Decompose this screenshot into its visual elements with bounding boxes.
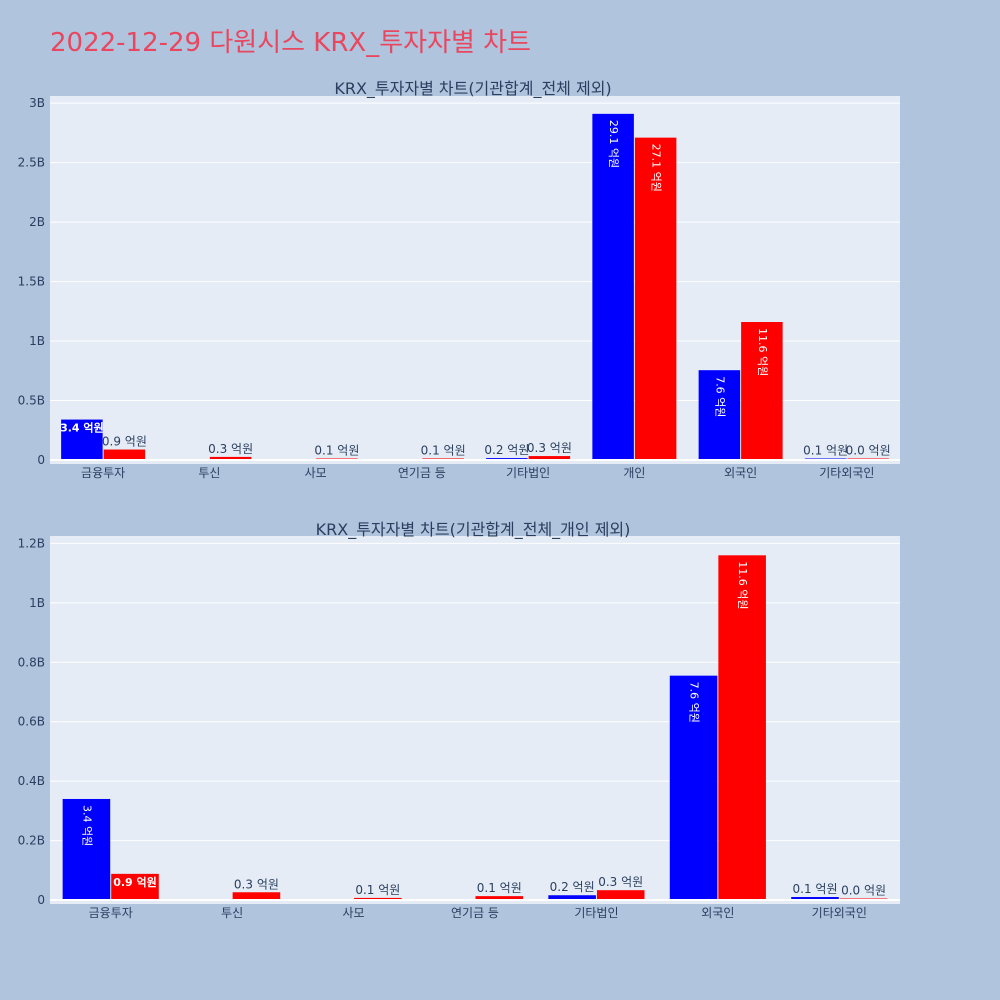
bar-label: 11.6 억원 bbox=[756, 328, 769, 376]
x-tick-label: 개인 bbox=[623, 466, 645, 480]
bar-label: 7.6 억원 bbox=[688, 682, 701, 723]
x-tick-label: 외국인 bbox=[701, 906, 734, 920]
x-tick-label: 기타법인 bbox=[574, 906, 618, 920]
x-tick-label: 연기금 등 bbox=[451, 906, 499, 920]
y-tick-label: 3B bbox=[29, 96, 45, 110]
bar-label: 0.1 억원 bbox=[355, 883, 400, 897]
y-tick-label: 0.4B bbox=[18, 774, 45, 788]
bar-label: 0.1 억원 bbox=[477, 881, 522, 895]
bar-label: 0.9 억원 bbox=[102, 435, 147, 449]
x-tick-label: 기타외국인 bbox=[812, 906, 867, 920]
bar bbox=[111, 873, 159, 900]
x-tick-label: 기타외국인 bbox=[819, 466, 874, 480]
bar bbox=[548, 895, 596, 900]
bar-label: 29.1 억원 bbox=[607, 120, 620, 168]
chart-2: KRX_투자자별 차트(기관합계_전체_개인 제외) 0 0.2B 0.4B 0.6B 0… bbox=[18, 520, 900, 920]
bar bbox=[61, 419, 103, 460]
plot-area bbox=[50, 536, 900, 904]
bar-label: 0.3 억원 bbox=[598, 875, 643, 889]
y-tick-label: 0.5B bbox=[18, 394, 45, 408]
bar-label: 3.4 억원 bbox=[60, 421, 104, 435]
y-tick-label: 0 bbox=[37, 893, 45, 907]
y-tick-label: 1B bbox=[29, 596, 45, 610]
bar-label: 27.1 억원 bbox=[650, 144, 663, 192]
bar-label: 0.3 억원 bbox=[208, 442, 253, 456]
y-tick-label: 0.6B bbox=[18, 715, 45, 729]
bar bbox=[634, 137, 677, 461]
bar-label: 0.3 억원 bbox=[234, 877, 279, 891]
chart-1: KRX_투자자별 차트(기관합계_전체 제외) 0 0.5B 1B 1.5B 2B 2.5B… bbox=[18, 79, 900, 480]
page-title: 2022-12-29 다원시스 KRX_투자자별 차트 bbox=[50, 28, 532, 58]
bar bbox=[475, 896, 524, 900]
x-tick-label: 투신 bbox=[198, 466, 220, 480]
x-tick-label: 금융투자 bbox=[89, 906, 133, 920]
bar bbox=[209, 456, 252, 460]
chart-title: KRX_투자자별 차트(기관합계_전체_개인 제외) bbox=[316, 520, 631, 540]
bar-label: 11.6 억원 bbox=[736, 561, 749, 609]
x-tick-label: 외국인 bbox=[724, 466, 757, 480]
x-tick-label: 사모 bbox=[343, 906, 365, 920]
bar-label: 0.1 억원 bbox=[421, 443, 466, 457]
bar bbox=[596, 890, 645, 900]
bar-label: 3.4 억원 bbox=[80, 805, 93, 846]
bar bbox=[741, 322, 783, 460]
bar-label: 0.1 억원 bbox=[314, 444, 359, 458]
y-tick-label: 0 bbox=[37, 453, 45, 467]
bar-label: 0.9 억원 bbox=[113, 875, 157, 889]
bar-label: 0.1 억원 bbox=[803, 444, 848, 458]
x-tick-label: 기타법인 bbox=[506, 466, 550, 480]
bar bbox=[669, 675, 718, 900]
bar-label: 0.1 억원 bbox=[793, 882, 838, 896]
x-tick-label: 사모 bbox=[305, 466, 327, 480]
bar bbox=[103, 449, 146, 460]
bar bbox=[592, 113, 634, 460]
y-tick-label: 2B bbox=[29, 215, 45, 229]
bar-label: 0.0 억원 bbox=[841, 884, 886, 898]
bar-label: 0.3 억원 bbox=[527, 441, 572, 455]
x-tick-label: 투신 bbox=[221, 906, 243, 920]
y-tick-label: 0.8B bbox=[18, 655, 45, 669]
bar-label: 7.6 억원 bbox=[713, 376, 726, 417]
bar bbox=[232, 892, 281, 900]
bar-label: 0.2 억원 bbox=[550, 880, 595, 894]
bar-label: 0.0 억원 bbox=[846, 444, 891, 458]
chart-title: KRX_투자자별 차트(기관합계_전체 제외) bbox=[334, 79, 611, 99]
y-tick-label: 1B bbox=[29, 334, 45, 348]
x-tick-label: 금융투자 bbox=[81, 466, 125, 480]
bar bbox=[62, 798, 111, 900]
bar bbox=[718, 555, 766, 900]
bar bbox=[791, 897, 839, 900]
bar bbox=[354, 897, 402, 900]
bar bbox=[528, 456, 571, 460]
y-tick-label: 1.5B bbox=[18, 275, 45, 289]
y-tick-label: 2.5B bbox=[18, 156, 45, 170]
x-tick-label: 연기금 등 bbox=[398, 466, 446, 480]
bar-label: 0.2 억원 bbox=[484, 443, 529, 457]
y-tick-label: 0.2B bbox=[18, 834, 45, 848]
y-tick-label: 1.2B bbox=[18, 536, 45, 550]
bar bbox=[698, 370, 741, 460]
